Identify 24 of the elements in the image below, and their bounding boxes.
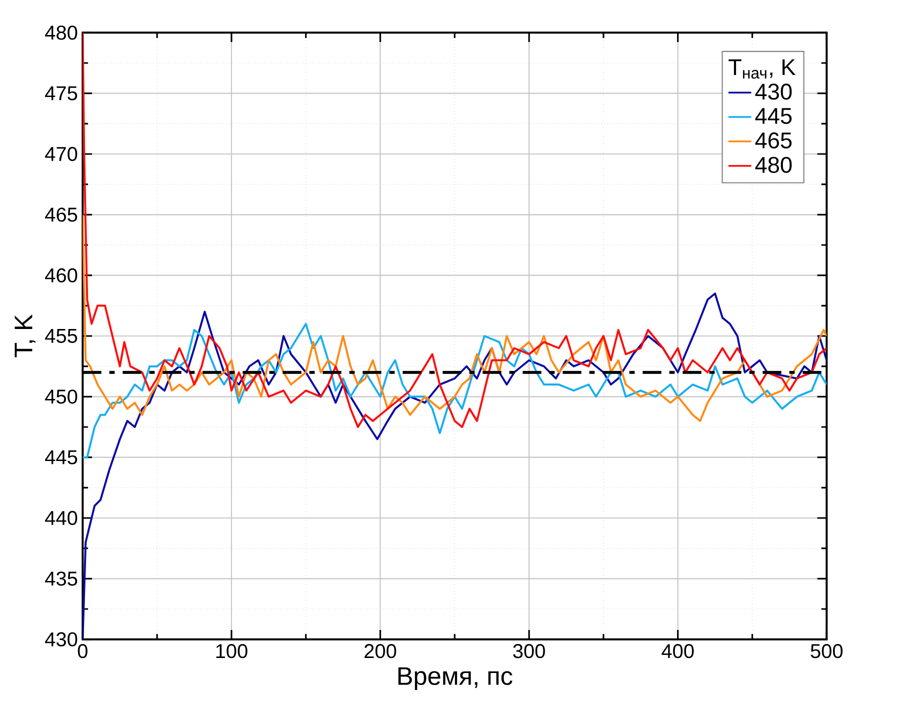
x-tick-label: 400 [662,644,694,658]
y-tick-label: 480 [45,26,78,40]
legend-label: 445 [755,108,792,124]
legend-title: T$_{нач}$, K [728,59,796,79]
y-tick-label: 475 [45,86,78,100]
y-tick-label: 455 [45,329,78,343]
legend-label: 465 [755,132,792,148]
y-tick-label: 430 [45,632,78,646]
y-tick-label: 445 [45,450,78,464]
legend-label: 480 [755,156,792,173]
y-tick-label: 465 [45,208,78,222]
x-tick-label: 500 [810,644,843,658]
y-tick-label: 450 [45,390,78,404]
x-axis-title: Время, пс [398,667,512,690]
y-tick-label: 460 [45,268,78,282]
y-tick-label: 470 [45,146,78,162]
x-tick-label: 200 [364,644,396,658]
x-tick-label: 0 [78,644,88,658]
y-axis-title: T, K [14,314,36,358]
x-tick-label: 100 [216,644,248,658]
x-tick-label: 300 [513,644,545,658]
legend-label: 430 [755,84,792,100]
y-tick-label: 440 [45,510,78,526]
y-tick-label: 435 [45,572,78,586]
